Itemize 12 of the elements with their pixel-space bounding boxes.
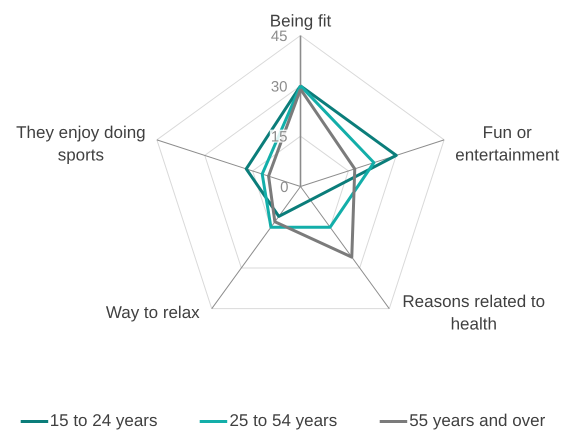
y-tick-label: 15 (270, 128, 288, 146)
legend-label: 15 to 24 years (50, 411, 158, 431)
legend-label: 55 years and over (409, 411, 546, 431)
spoke-label: Being fit (270, 12, 332, 30)
y-tick-label: 0 (280, 179, 288, 196)
spoke-label: Way to relax (106, 303, 200, 322)
legend-label: 25 to 54 years (229, 411, 338, 431)
y-tick-label: 45 (270, 28, 288, 45)
y-tick-label: 30 (270, 78, 288, 96)
spoke-label: Reasons related to health (402, 292, 546, 334)
spoke-label: Fun or entertainment (455, 122, 560, 165)
spoke-label: They enjoy doing sports (16, 122, 146, 165)
